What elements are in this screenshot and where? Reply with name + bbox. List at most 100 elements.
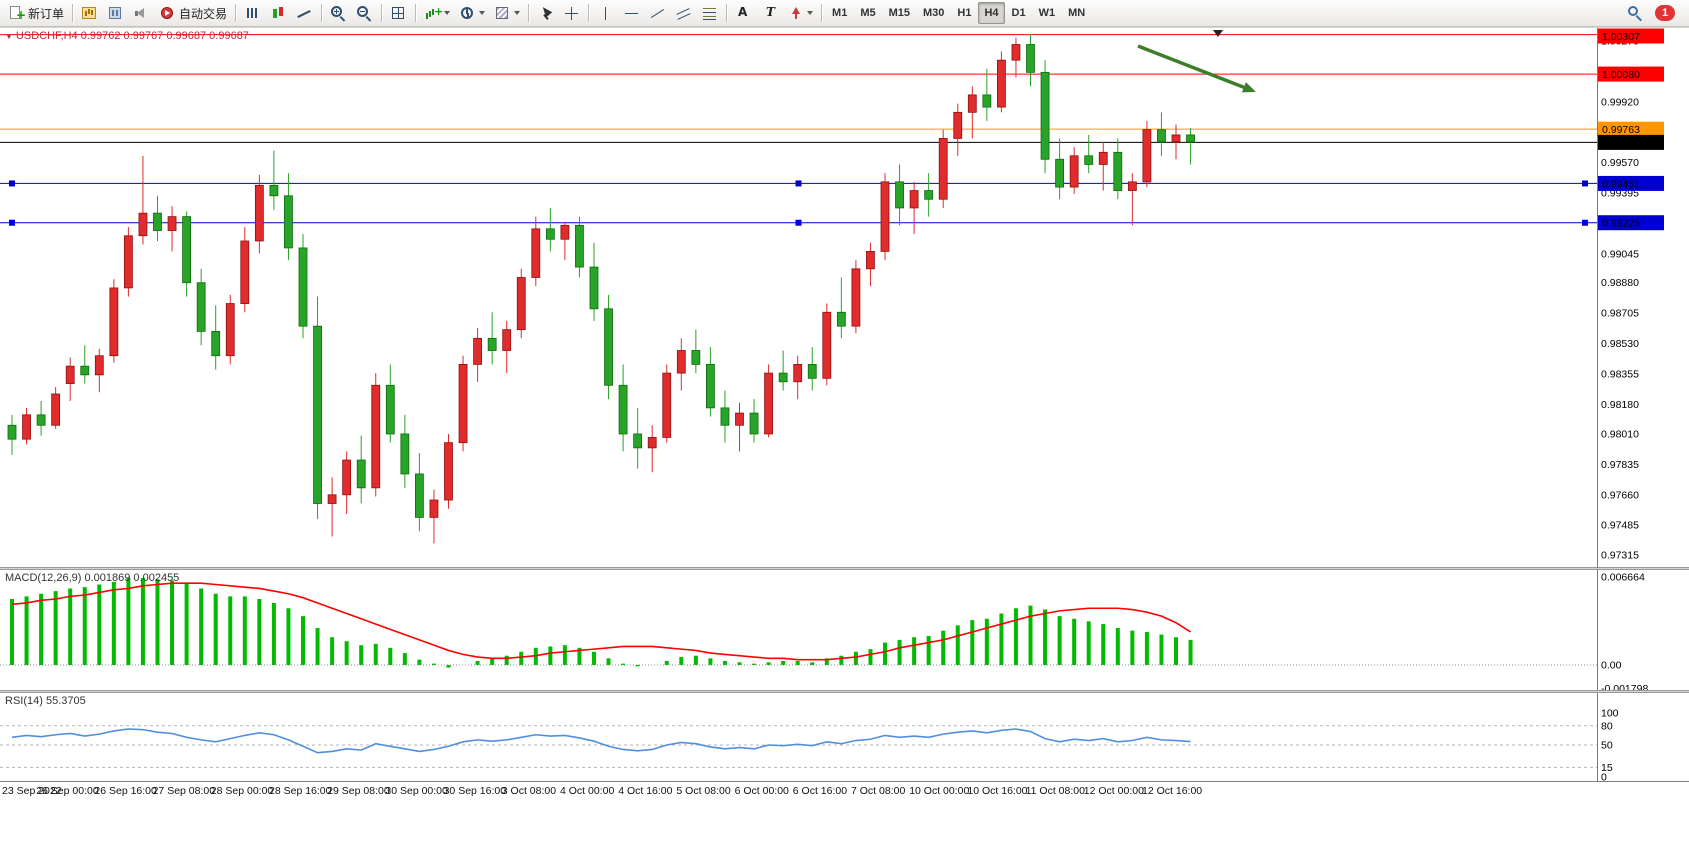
svg-text:0.99045: 0.99045: [1601, 249, 1639, 261]
pane-splitter[interactable]: [0, 567, 1689, 570]
svg-text:0.99451: 0.99451: [1602, 178, 1640, 190]
bar-chart-icon: [244, 5, 261, 21]
trendline-icon: [649, 5, 666, 21]
periods-button[interactable]: [455, 2, 489, 24]
timeframe-mn[interactable]: MN: [1062, 2, 1091, 24]
zoom-in-button[interactable]: [326, 2, 351, 24]
timeframe-h1[interactable]: H1: [951, 2, 977, 24]
svg-text:-0.001798: -0.001798: [1601, 683, 1648, 690]
svg-text:0.99763: 0.99763: [1602, 124, 1640, 136]
indicators-button[interactable]: [420, 2, 454, 24]
candlestick-chart-button[interactable]: [266, 2, 291, 24]
svg-text:1.00307: 1.00307: [1602, 31, 1640, 43]
candlestick-icon: [270, 5, 287, 21]
pane-splitter[interactable]: [0, 690, 1689, 693]
macd-canvas[interactable]: 0.006664 0.00 -0.001798: [0, 570, 1689, 690]
time-axis-label: 28 Sep 16:00: [269, 785, 332, 797]
arrows-button[interactable]: [783, 2, 817, 24]
notifications-badge[interactable]: 1: [1655, 5, 1675, 21]
new-order-icon: [8, 5, 26, 21]
text-button[interactable]: [731, 2, 756, 24]
timeframe-m15[interactable]: M15: [883, 2, 916, 24]
horizontal-line-icon: [623, 5, 640, 21]
macd-axis-labels[interactable]: 0.006664 0.00 -0.001798: [1601, 572, 1648, 690]
macd-pane[interactable]: 0.006664 0.00 -0.001798 MACD(12,26,9) 0.00…: [0, 570, 1689, 690]
macd-histogram: [10, 577, 1193, 668]
vertical-line-button[interactable]: [593, 2, 618, 24]
cursor-button[interactable]: [533, 2, 558, 24]
toolbar-separator: [321, 4, 323, 22]
channel-button[interactable]: [671, 2, 696, 24]
svg-text:0: 0: [1601, 772, 1607, 782]
trend-arrow-annotation[interactable]: [1137, 44, 1256, 93]
tile-windows-button[interactable]: [386, 2, 411, 24]
timeframe-m5[interactable]: M5: [854, 2, 881, 24]
svg-text:50: 50: [1601, 740, 1613, 752]
svg-text:0.98880: 0.98880: [1601, 277, 1639, 289]
timeframe-d1[interactable]: D1: [1006, 2, 1032, 24]
time-axis-label: 27 Sep 08:00: [152, 785, 216, 797]
bar-chart-button[interactable]: [240, 2, 265, 24]
toolbar-separator: [821, 4, 823, 22]
crosshair-icon: [563, 5, 580, 21]
autotrading-button[interactable]: 自动交易: [155, 2, 231, 24]
horizontal-level-lines[interactable]: [0, 34, 1597, 226]
timeframe-w1[interactable]: W1: [1033, 2, 1062, 24]
svg-text:1.00080: 1.00080: [1602, 69, 1640, 81]
profiles-button[interactable]: [103, 2, 128, 24]
time-axis-label: 7 Oct 08:00: [851, 785, 906, 797]
zoom-out-icon: [356, 5, 373, 21]
timeframe-h4[interactable]: H4: [978, 2, 1005, 24]
timeframe-m30[interactable]: M30: [917, 2, 950, 24]
main-chart-pane[interactable]: 1.002701.000950.999200.997450.995700.993…: [0, 27, 1689, 568]
toolbar-separator: [72, 4, 74, 22]
fibonacci-button[interactable]: [697, 2, 722, 24]
rsi-pane[interactable]: 100 80 50 15 0 RSI(14) 55.3705: [0, 693, 1689, 781]
time-axis-label: 4 Oct 16:00: [618, 785, 673, 797]
new-order-button-label: 新订单: [28, 6, 65, 21]
templates-button[interactable]: [490, 2, 524, 24]
chart-window-icon: [81, 5, 98, 21]
search-button[interactable]: [1623, 2, 1648, 24]
candles-layer[interactable]: [7, 34, 1195, 544]
svg-text:0.97485: 0.97485: [1601, 520, 1639, 532]
collapse-triangle-icon[interactable]: ▼: [5, 32, 13, 41]
zoom-out-button[interactable]: [352, 2, 377, 24]
alerts-button[interactable]: [129, 2, 154, 24]
time-axis-label: 12 Oct 00:00: [1083, 785, 1144, 797]
time-axis-label: 6 Oct 00:00: [734, 785, 789, 797]
new-order-button[interactable]: 新订单: [4, 2, 68, 24]
svg-text:0.00: 0.00: [1601, 659, 1622, 671]
autotrading-button-label: 自动交易: [179, 6, 228, 21]
horizontal-line-button[interactable]: [619, 2, 644, 24]
toolbar-separator: [415, 4, 417, 22]
label-button[interactable]: [757, 2, 782, 24]
crosshair-button[interactable]: [559, 2, 584, 24]
toolbar-separator: [381, 4, 383, 22]
zoom-in-icon: [330, 5, 347, 21]
time-axis-label: 3 Oct 08:00: [501, 785, 557, 797]
chevron-down-icon: [807, 11, 814, 15]
channel-icon: [675, 5, 692, 21]
svg-text:0.98705: 0.98705: [1601, 308, 1639, 320]
main-chart-canvas[interactable]: 1.002701.000950.999200.997450.995700.993…: [0, 28, 1689, 568]
timeframe-m1[interactable]: M1: [826, 2, 853, 24]
line-chart-button[interactable]: [292, 2, 317, 24]
chart-shift-marker[interactable]: [1213, 30, 1223, 37]
svg-text:0.99920: 0.99920: [1601, 96, 1639, 108]
svg-text:15: 15: [1601, 762, 1613, 774]
svg-text:80: 80: [1601, 720, 1613, 732]
time-axis-label: 12 Oct 16:00: [1142, 785, 1203, 797]
time-axis-label: 10 Oct 16:00: [967, 785, 1028, 797]
time-axis-label: 23 Sep 2022: [2, 785, 62, 797]
time-axis-label: 6 Oct 16:00: [792, 785, 848, 797]
toolbar-separator: [528, 4, 530, 22]
time-axis[interactable]: 23 Sep 2022 26 Sep 00:00 26 Sep 16:00 27 Se…: [0, 781, 1689, 801]
toolbar-separator: [235, 4, 237, 22]
charts-button[interactable]: [77, 2, 102, 24]
trendline-button[interactable]: [645, 2, 670, 24]
price-axis-labels[interactable]: 1.002701.000950.999200.997450.995700.993…: [1601, 36, 1639, 562]
